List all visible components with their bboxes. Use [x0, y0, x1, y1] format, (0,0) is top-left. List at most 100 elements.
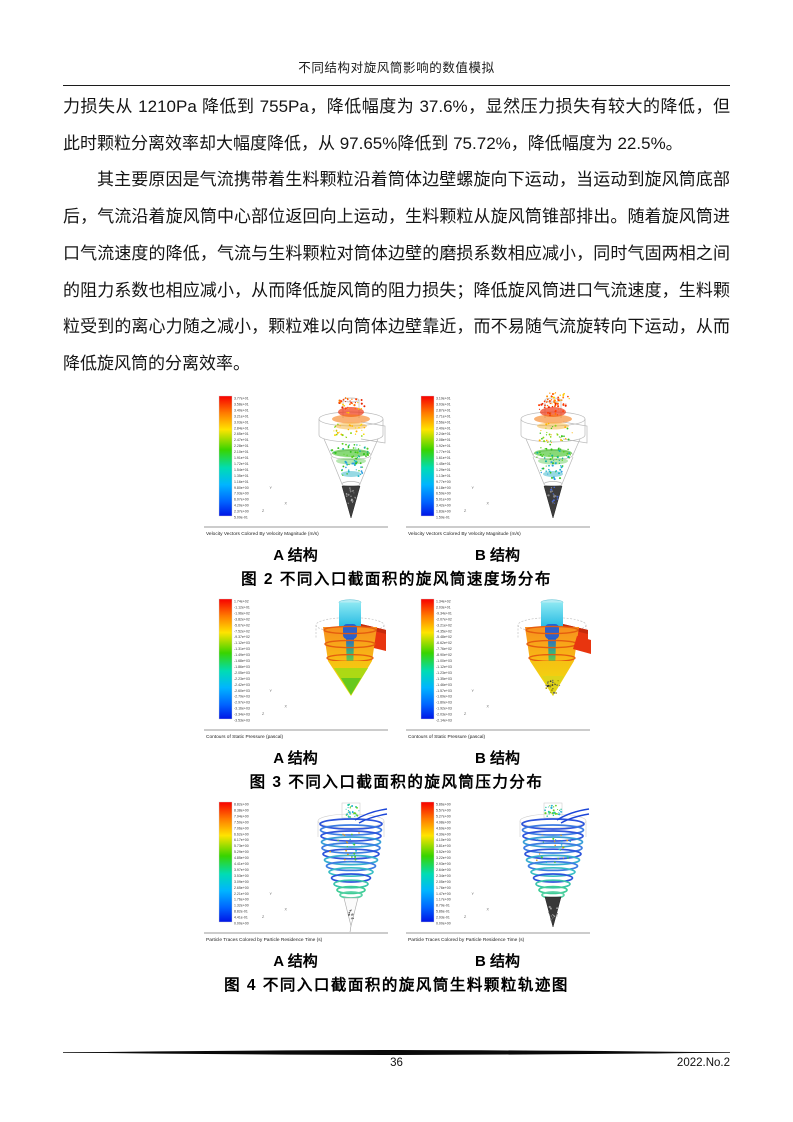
svg-text:1.16e+01: 1.16e+01: [234, 479, 249, 483]
cfd-particle-panel-a: 8.82e+00 8.38e+00 7.94e+00 7.50e+00 7.06e+00…: [203, 801, 388, 943]
svg-text:3.21e+01: 3.21e+01: [234, 414, 249, 418]
svg-text:-2.79e+03: -2.79e+03: [234, 694, 250, 698]
axis-triad: Y X Z: [262, 689, 288, 716]
axis-triad: Y X Z: [464, 486, 490, 513]
svg-text:-1.31e+03: -1.31e+03: [234, 647, 250, 651]
cyclone-particle-graphic: [316, 801, 388, 899]
svg-text:5.86e-01: 5.86e-01: [436, 909, 450, 913]
svg-text:Z: Z: [262, 915, 265, 919]
figure-caption: 图 3 不同入口截面积的旋风筒压力分布: [249, 773, 544, 791]
tool-caption: Contours of Static Pressure (pascal): [408, 734, 485, 740]
axis-triad: Y X Z: [262, 486, 288, 513]
svg-text:X: X: [284, 907, 287, 911]
svg-text:-3.53e+03: -3.53e+03: [234, 718, 250, 722]
svg-text:1.54e+01: 1.54e+01: [234, 468, 249, 472]
svg-text:1.76e+00: 1.76e+00: [436, 885, 451, 889]
svg-text:5.29e+00: 5.29e+00: [234, 850, 249, 854]
svg-text:8.82e+00: 8.82e+00: [234, 802, 249, 806]
svg-text:8.82e-01: 8.82e-01: [234, 909, 248, 913]
svg-text:5.01e+00: 5.01e+00: [436, 497, 451, 501]
svg-text:1.17e+00: 1.17e+00: [436, 897, 451, 901]
svg-text:3.53e+00: 3.53e+00: [234, 874, 249, 878]
cfd-pressure-panel-b: 1.34e+02 2.03e+01 -9.34e+01 -2.07e+02 -3.21e…: [405, 598, 591, 740]
svg-text:-7.52e+02: -7.52e+02: [234, 629, 250, 633]
svg-text:-2.97e+03: -2.97e+03: [234, 700, 250, 704]
svg-text:9.77e+00: 9.77e+00: [436, 479, 451, 483]
svg-text:5.27e+00: 5.27e+00: [436, 814, 451, 818]
svg-text:4.41e+00: 4.41e+00: [234, 862, 249, 866]
svg-text:-1.49e+03: -1.49e+03: [234, 653, 250, 657]
svg-text:-1.92e+03: -1.92e+03: [436, 706, 452, 710]
svg-text:4.85e+00: 4.85e+00: [234, 856, 249, 860]
svg-text:-1.12e+03: -1.12e+03: [234, 641, 250, 645]
svg-text:2.56e+01: 2.56e+01: [436, 420, 451, 424]
panel-label-a: A 结构: [273, 546, 318, 564]
svg-text:2.21e+00: 2.21e+00: [234, 891, 249, 895]
colorbar-ticks: 1.34e+02 2.03e+01 -9.34e+01 -2.07e+02 -3.21e…: [436, 599, 452, 722]
tool-caption: Particle Traces Colored by Particle Resi…: [408, 937, 525, 943]
svg-text:1.83e+00: 1.83e+00: [436, 509, 451, 513]
svg-text:-1.68e+03: -1.68e+03: [234, 659, 250, 663]
colorbar: [218, 598, 232, 719]
svg-text:1.32e+00: 1.32e+00: [234, 903, 249, 907]
svg-text:7.93e+00: 7.93e+00: [234, 491, 249, 495]
svg-text:Y: Y: [269, 689, 272, 693]
svg-text:2.34e+00: 2.34e+00: [436, 874, 451, 878]
svg-text:7.50e+00: 7.50e+00: [234, 820, 249, 824]
colorbar: [218, 395, 232, 516]
svg-text:-1.80e+03: -1.80e+03: [436, 700, 452, 704]
figure-4: 8.82e+00 8.38e+00 7.94e+00 7.50e+00 7.06e+00…: [203, 797, 591, 995]
svg-text:-9.34e+01: -9.34e+01: [436, 611, 452, 615]
panel-label-a: A 结构: [273, 952, 318, 970]
svg-text:3.77e+01: 3.77e+01: [234, 396, 249, 400]
svg-text:-7.76e+02: -7.76e+02: [436, 647, 452, 651]
svg-text:1.47e+00: 1.47e+00: [436, 891, 451, 895]
colorbar: [420, 801, 434, 922]
svg-text:2.47e+01: 2.47e+01: [234, 438, 249, 442]
svg-text:3.19e+01: 3.19e+01: [436, 396, 451, 400]
svg-text:3.42e+00: 3.42e+00: [436, 503, 451, 507]
svg-text:3.03e+01: 3.03e+01: [234, 420, 249, 424]
colorbar-ticks: 1.74e+02 -1.12e+01 -1.96e+02 -3.82e+02 -5.67…: [234, 599, 250, 722]
header-rule: [63, 85, 730, 86]
figures-block: 3.77e+01 3.58e+01 3.40e+01 3.21e+01 3.03e+01…: [0, 391, 793, 1000]
svg-text:5.73e+00: 5.73e+00: [234, 844, 249, 848]
svg-text:6.62e+00: 6.62e+00: [234, 832, 249, 836]
panel-label-b: B 结构: [474, 546, 520, 564]
svg-text:1.34e+02: 1.34e+02: [436, 599, 451, 603]
tool-caption: Velocity Vectors Colored By Velocity Mag…: [408, 531, 521, 537]
panel-label-b: B 结构: [474, 749, 520, 767]
svg-text:2.24e+01: 2.24e+01: [436, 432, 451, 436]
svg-text:4.39e+00: 4.39e+00: [436, 832, 451, 836]
svg-text:-2.03e+03: -2.03e+03: [436, 712, 452, 716]
svg-text:Z: Z: [262, 509, 265, 513]
svg-text:-1.23e+03: -1.23e+03: [436, 671, 452, 675]
axis-triad: Y X Z: [464, 892, 490, 919]
figure-caption: 图 2 不同入口截面积的旋风筒速度场分布: [241, 570, 552, 588]
svg-text:2.40e+01: 2.40e+01: [436, 426, 451, 430]
colorbar-ticks: 5.86e+00 5.57e+00 5.27e+00 4.98e+00 4.69e+00…: [436, 802, 451, 925]
svg-text:3.22e+00: 3.22e+00: [436, 856, 451, 860]
svg-text:Z: Z: [464, 509, 467, 513]
svg-text:3.03e+01: 3.03e+01: [436, 402, 451, 406]
svg-text:1.35e+01: 1.35e+01: [234, 473, 249, 477]
svg-text:-2.07e+02: -2.07e+02: [436, 617, 452, 621]
svg-text:-4.35e+02: -4.35e+02: [436, 629, 452, 633]
page-header-title: 不同结构对旋风筒影响的数值模拟: [298, 61, 495, 75]
svg-text:2.03e+01: 2.03e+01: [436, 605, 451, 609]
colorbar: [420, 395, 434, 516]
svg-text:2.65e+00: 2.65e+00: [234, 885, 249, 889]
svg-text:5.86e+00: 5.86e+00: [436, 802, 451, 806]
svg-text:0.00e+00: 0.00e+00: [234, 921, 249, 925]
svg-text:1.59e-01: 1.59e-01: [436, 515, 450, 519]
colorbar-ticks: 3.19e+01 3.03e+01 2.87e+01 2.71e+01 2.56e+01…: [436, 396, 451, 519]
svg-text:6.17e+00: 6.17e+00: [234, 838, 249, 842]
svg-text:-9.37e+02: -9.37e+02: [234, 635, 250, 639]
svg-text:1.77e+01: 1.77e+01: [436, 450, 451, 454]
svg-text:-1.69e+03: -1.69e+03: [436, 694, 452, 698]
figure-3: 1.74e+02 -1.12e+01 -1.96e+02 -3.82e+02 -5.67…: [203, 594, 591, 792]
svg-text:8.79e-01: 8.79e-01: [436, 903, 450, 907]
tool-caption: Particle Traces Colored by Particle Resi…: [206, 937, 323, 943]
svg-text:4.20e+00: 4.20e+00: [234, 503, 249, 507]
